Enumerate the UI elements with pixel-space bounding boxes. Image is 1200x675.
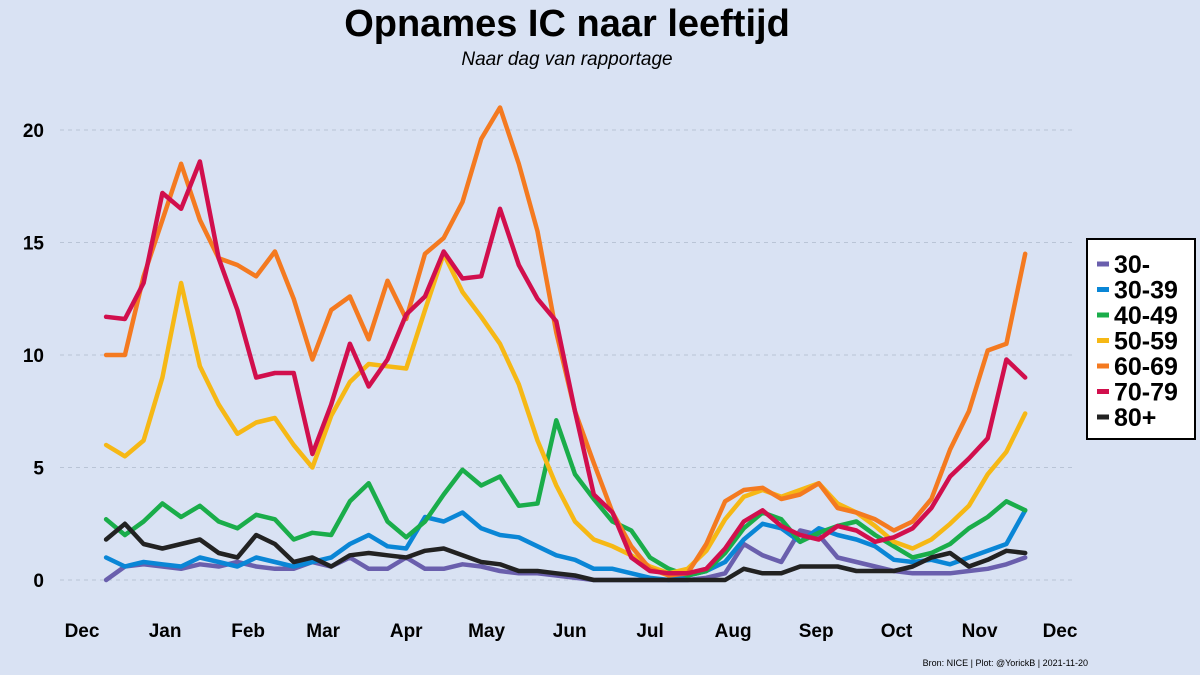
series-line-30-39	[103, 508, 1028, 583]
legend-label: 50-59	[1114, 328, 1178, 356]
x-tick-label: Jan	[149, 621, 182, 642]
y-axis: 0 5 10 15 20	[23, 121, 45, 592]
x-tick-label: Mar	[306, 621, 340, 642]
y-tick-label: 0	[33, 571, 44, 592]
x-tick-label: Jun	[553, 621, 587, 642]
x-tick-label: Feb	[231, 621, 265, 642]
y-tick-label: 15	[23, 234, 45, 255]
legend-label: 80+	[1114, 404, 1156, 432]
x-tick-label: Apr	[390, 621, 423, 642]
y-tick-label: 20	[23, 121, 44, 142]
legend-label: 30-39	[1114, 277, 1178, 305]
x-tick-label: Oct	[881, 621, 913, 642]
x-tick-label: Jul	[636, 621, 663, 642]
x-tick-label: Nov	[962, 621, 998, 642]
series-lines	[103, 105, 1028, 583]
x-axis: Dec Jan Feb Mar Apr May Jun Jul Aug Sep Oct Nov Dec	[65, 621, 1078, 642]
legend-label: 40-49	[1114, 302, 1178, 330]
y-tick-label: 10	[23, 346, 44, 367]
x-tick-label: Dec	[1043, 621, 1078, 642]
chart-subtitle: Naar dag van rapportage	[461, 49, 672, 70]
x-tick-label: May	[468, 621, 505, 642]
x-tick-label: Dec	[65, 621, 100, 642]
series-line-40-49	[103, 418, 1028, 578]
x-tick-label: Sep	[799, 621, 834, 642]
source-note: Bron: NICE | Plot: @YorickB | 2021-11-20	[923, 658, 1088, 668]
chart-title: Opnames IC naar leeftijd	[344, 3, 790, 45]
series-line-50-59	[103, 251, 1028, 576]
x-tick-label: Aug	[715, 621, 752, 642]
y-tick-label: 5	[33, 459, 44, 480]
grid-lines	[60, 129, 1075, 581]
series-line-70-79	[103, 159, 1028, 576]
legend-label: 60-69	[1114, 353, 1178, 381]
series-line-80+	[103, 521, 1028, 583]
legend-label: 30-	[1114, 251, 1150, 279]
legend-label: 70-79	[1114, 379, 1178, 407]
